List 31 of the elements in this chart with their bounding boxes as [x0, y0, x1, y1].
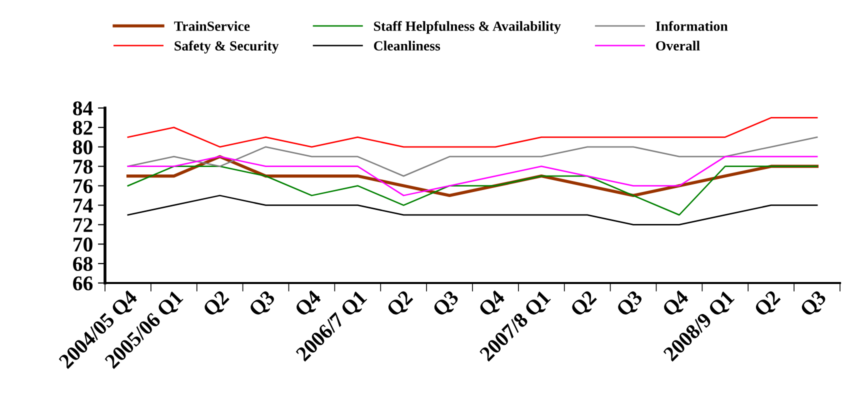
- legend-label: Staff Helpfulness & Availability: [374, 20, 561, 34]
- y-tick-label: 70: [74, 237, 92, 252]
- x-tick-label: Q2: [753, 290, 784, 320]
- x-tick-label: Q3: [248, 290, 278, 320]
- line-series: [127, 166, 818, 216]
- x-tick-label: Q3: [799, 290, 830, 320]
- y-tick-label: 82: [73, 120, 92, 135]
- y-tick-label: 76: [74, 179, 93, 194]
- line-series: [127, 136, 818, 177]
- line-series: [127, 194, 818, 226]
- x-tick-label: Q2: [570, 290, 600, 320]
- y-tick-label: 80: [73, 140, 92, 154]
- x-tick-label: Q2: [202, 290, 232, 320]
- y-tick-label: 66: [73, 276, 93, 290]
- legend-label: Information: [656, 20, 728, 31]
- legend-label: TrainService: [174, 21, 250, 31]
- legend-label: Safety & Security: [174, 40, 279, 54]
- y-tick-label: 78: [74, 160, 93, 174]
- y-tick-label: 68: [73, 256, 93, 271]
- y-tick-label: 84: [73, 101, 93, 116]
- x-tick-label: Q2: [386, 290, 416, 320]
- legend-label: Overall: [656, 40, 700, 51]
- x-tick-label: Q3: [432, 290, 462, 320]
- y-tick-label: 72: [74, 218, 92, 232]
- x-tick-label: Q4: [478, 289, 508, 320]
- legend-label: Cleanliness: [374, 40, 440, 51]
- y-tick-label: 74: [74, 198, 93, 212]
- line-series: [127, 117, 818, 148]
- x-tick-label: Q3: [616, 290, 646, 320]
- x-tick-label: Q4: [662, 289, 692, 320]
- x-tick-label: Q4: [294, 289, 324, 320]
